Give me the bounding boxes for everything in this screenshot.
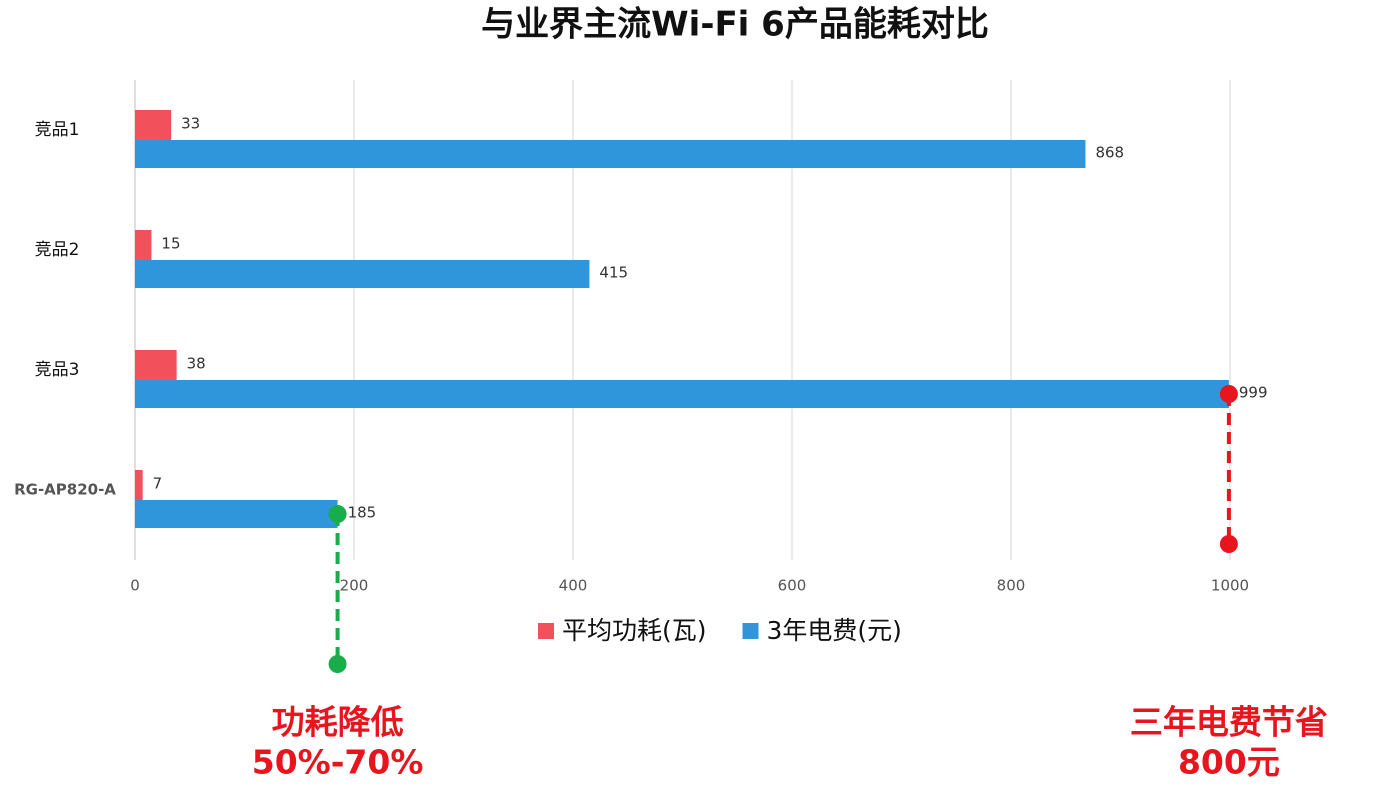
annotation-dot [1219, 385, 1238, 403]
annotation-text: 三年电费节省 [1130, 703, 1328, 742]
annotation-dot [328, 655, 347, 673]
x-tick-label: 0 [130, 577, 140, 595]
data-label: 7 [153, 475, 163, 493]
annotation-text: 50%-70% [252, 743, 424, 782]
data-label: 999 [1239, 384, 1268, 402]
bar [135, 230, 152, 260]
x-tick-label: 200 [340, 577, 369, 595]
data-label: 868 [1095, 144, 1124, 162]
y-tick-label: 竞品3 [35, 360, 80, 380]
annotation-dot [1219, 535, 1238, 553]
bar [135, 350, 177, 380]
bar [135, 140, 1086, 168]
x-tick-label: 600 [778, 577, 807, 595]
data-label: 415 [599, 264, 628, 282]
x-tick-label: 800 [997, 577, 1026, 595]
data-label: 38 [187, 355, 206, 373]
y-tick-label: 竞品2 [35, 240, 80, 260]
x-tick-label: 1000 [1211, 577, 1249, 595]
x-tick-label: 400 [559, 577, 588, 595]
annotation-text: 800元 [1178, 743, 1280, 782]
bar [135, 380, 1229, 408]
annotation-text: 功耗降低 [272, 703, 404, 742]
bar [135, 470, 143, 500]
bar [135, 110, 172, 140]
data-label: 33 [181, 115, 200, 133]
legend-label: 3年电费(元) [767, 616, 902, 645]
y-tick-label: 竞品1 [35, 120, 80, 140]
y-tick-label: RG-AP820-A [14, 481, 116, 499]
chart-title: 与业界主流Wi-Fi 6产品能耗对比 [481, 5, 989, 45]
bar [135, 260, 590, 288]
data-label: 185 [348, 504, 377, 522]
legend-label: 平均功耗(瓦) [562, 616, 707, 645]
legend-swatch [538, 623, 554, 639]
data-label: 15 [161, 235, 180, 253]
annotation-dot [328, 505, 347, 523]
bar [135, 500, 338, 528]
legend-swatch [742, 623, 759, 639]
